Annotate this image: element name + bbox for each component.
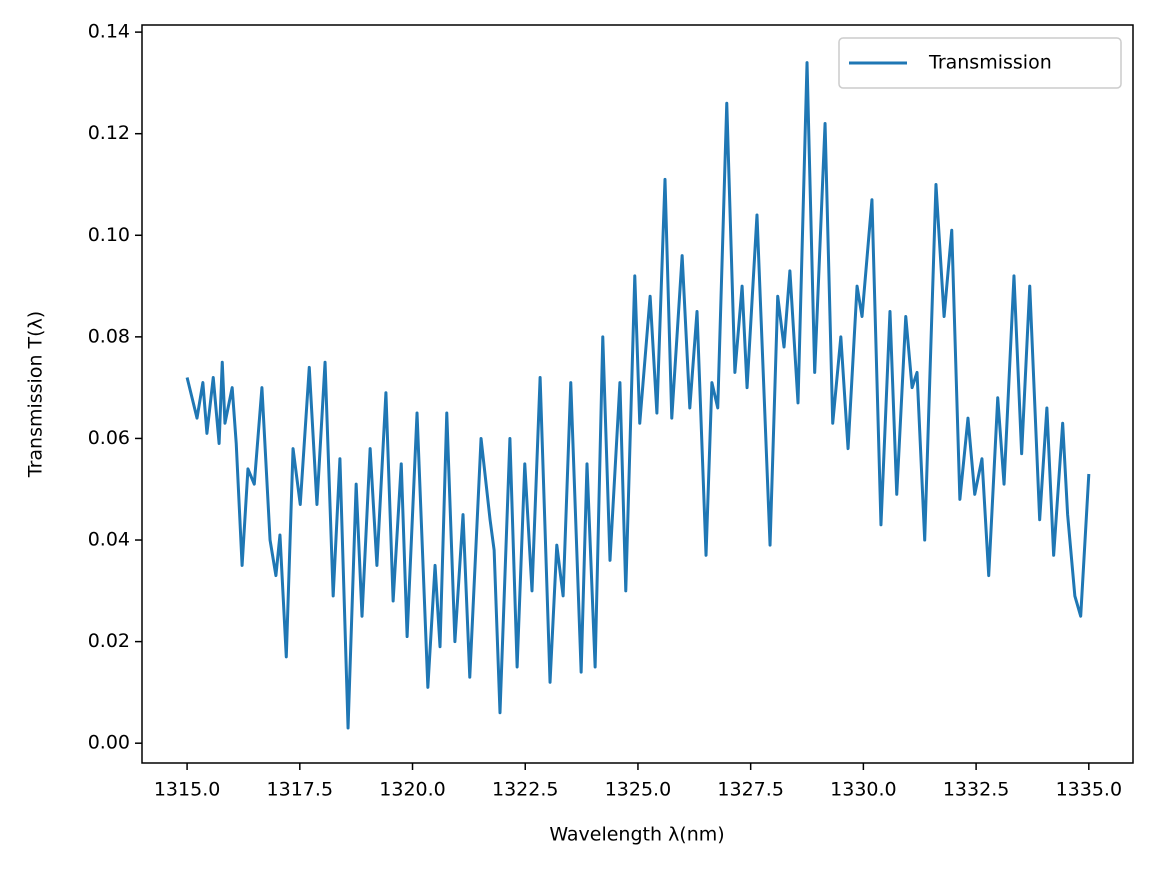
x-tick-label: 1332.5 (943, 779, 1009, 801)
x-tick-label: 1317.5 (267, 779, 333, 801)
x-tick-label: 1330.0 (830, 779, 896, 801)
x-tick-label: 1335.0 (1056, 779, 1122, 801)
plot-frame (141, 24, 1134, 764)
y-tick-label: 0.12 (88, 122, 130, 144)
x-tick-label: 1315.0 (154, 779, 220, 801)
legend-box (838, 37, 1122, 89)
x-axis-label: Wavelength λ(nm) (549, 824, 724, 846)
y-tick-label: 0.04 (88, 529, 130, 551)
y-axis-label: Transmission T(λ) (25, 311, 47, 478)
x-tick-label: 1325.0 (605, 779, 671, 801)
legend-label: Transmission (928, 52, 1052, 74)
y-tick-label: 0.14 (88, 21, 130, 43)
y-tick-label: 0.06 (88, 427, 130, 449)
y-tick-label: 0.02 (88, 630, 130, 652)
y-tick-label: 0.00 (88, 732, 130, 754)
x-tick-label: 1322.5 (492, 779, 558, 801)
y-tick-label: 0.08 (88, 325, 130, 347)
y-tick-label: 0.10 (88, 224, 130, 246)
data-line (185, 61, 1091, 730)
x-tick-label: 1320.0 (379, 779, 445, 801)
x-tick-label: 1327.5 (717, 779, 783, 801)
